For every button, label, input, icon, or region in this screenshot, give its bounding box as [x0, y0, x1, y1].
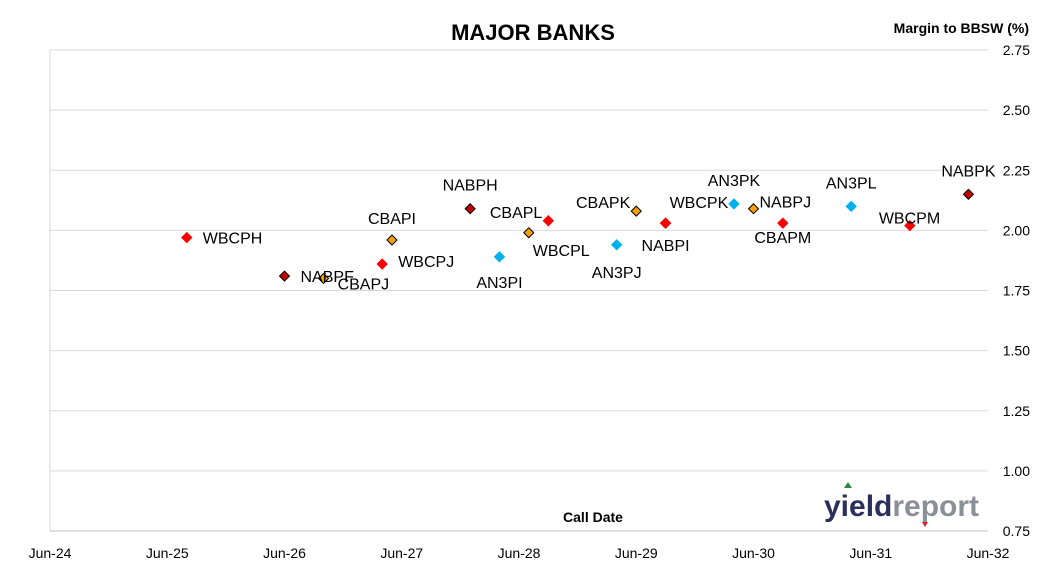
x-axis-label: Call Date [563, 509, 623, 525]
data-label-nabph: NABPH [443, 178, 498, 195]
y-axis-label: Margin to BBSW (%) [894, 20, 1029, 36]
logo-part-yield: yield [824, 490, 892, 523]
logo-leaf-icon [844, 482, 852, 488]
y-tick-label: 2.25 [1003, 162, 1030, 178]
data-point-cbapm [777, 217, 789, 229]
data-point-nabph [464, 203, 476, 215]
data-point-an3pl [845, 200, 857, 213]
data-point-wbcpj [376, 258, 388, 270]
y-tick-label: 2.50 [1003, 102, 1030, 118]
x-tick-label: Jun-31 [849, 545, 892, 561]
data-label-cbapl: CBAPL [490, 205, 543, 222]
x-tick-label: Jun-29 [615, 545, 658, 561]
x-tick-label: Jun-27 [380, 545, 423, 561]
data-label-an3pj: AN3PJ [592, 265, 642, 282]
data-label-cbapj: CBAPJ [338, 276, 390, 293]
y-tick-labels: 0.75 1.00 1.25 1.50 1.75 2.00 2.25 2.50 2.75 [1003, 42, 1030, 539]
chart-title: MAJOR BANKS [451, 20, 615, 45]
data-point-nabpk [962, 188, 975, 201]
data-point-cbapi [386, 234, 398, 246]
data-label-nabpj: NABPJ [760, 195, 812, 212]
data-point-an3pk [728, 198, 740, 210]
y-tick-label: 1.25 [1003, 403, 1030, 419]
x-tick-label: Jun-26 [263, 545, 306, 561]
data-markers [181, 188, 975, 285]
x-tick-label: Jun-32 [967, 545, 1010, 561]
x-tick-label: Jun-30 [732, 545, 775, 561]
data-point-wbcph [181, 231, 193, 244]
data-point-cbapl [542, 215, 555, 227]
data-point-cbapk [630, 205, 642, 217]
data-label-wbcpm: WBCPM [879, 211, 940, 228]
y-tick-label: 1.50 [1003, 343, 1030, 359]
logo-arrow-icon [922, 522, 928, 527]
data-label-nabpf: NABPF [301, 269, 355, 286]
data-label-cbapk: CBAPK [576, 195, 631, 212]
data-point-wbcpl [523, 227, 535, 239]
logo-part-report: report [892, 490, 979, 523]
logo-text: yieldreport [824, 490, 979, 523]
data-label-cbapm: CBAPM [754, 230, 811, 247]
y-tick-label: 2.00 [1003, 222, 1030, 238]
data-point-wbcpm [904, 219, 916, 232]
x-tick-label: Jun-24 [29, 545, 72, 561]
data-label-an3pk: AN3PK [708, 173, 761, 190]
data-label-an3pl: AN3PL [826, 175, 877, 192]
data-label-wbcpl: WBCPL [533, 243, 590, 260]
yieldreport-logo: yieldreport [824, 482, 979, 527]
data-label-wbcpk: WBCPK [670, 195, 729, 212]
y-tick-label: 1.00 [1003, 463, 1030, 479]
x-tick-label: Jun-28 [498, 545, 541, 561]
data-label-cbapi: CBAPI [368, 211, 416, 228]
data-point-an3pj [611, 239, 623, 251]
y-tick-label: 2.75 [1003, 42, 1030, 58]
data-label-wbcpj: WBCPJ [398, 254, 454, 271]
axis-lines [49, 50, 988, 532]
data-label-nabpi: NABPI [642, 238, 690, 255]
data-label-nabpk: NABPK [941, 163, 996, 180]
y-tick-label: 1.75 [1003, 283, 1030, 299]
data-point-nabpf [278, 270, 291, 282]
data-point-cbapj [317, 272, 330, 285]
x-tick-label: Jun-25 [146, 545, 189, 561]
data-label-an3pi: AN3PI [476, 275, 522, 292]
data-point-wbcpk [659, 217, 672, 229]
data-point-nabpj [747, 203, 760, 215]
data-label-wbcph: WBCPH [203, 231, 263, 248]
data-point-an3pi [493, 251, 506, 263]
y-tick-label: 0.75 [1003, 523, 1030, 539]
x-tick-labels: Jun-24 Jun-25 Jun-26 Jun-27 Jun-28 Jun-29 Jun-… [29, 545, 1010, 561]
